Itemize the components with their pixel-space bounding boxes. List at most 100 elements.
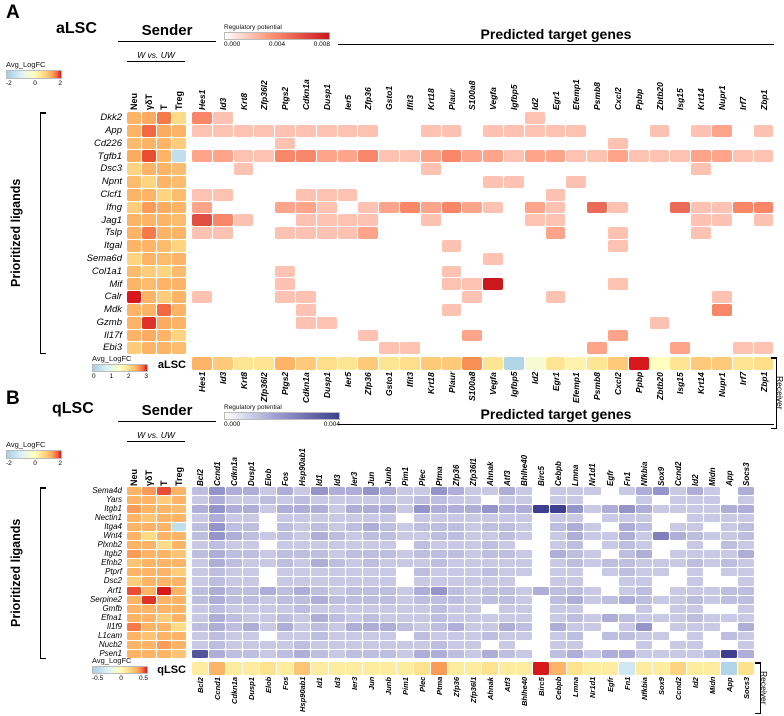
target-cell	[337, 227, 358, 239]
sender-cell	[157, 175, 171, 188]
legend-tick: -0.5	[92, 675, 104, 682]
target-cell	[209, 595, 226, 604]
target-cell	[550, 505, 567, 514]
target-cell	[277, 631, 294, 640]
target-cell	[379, 568, 396, 577]
target-cell	[295, 278, 316, 291]
target-cell	[420, 316, 441, 329]
target-cell	[499, 541, 516, 550]
receiver-cell	[670, 357, 691, 370]
target-cell	[430, 649, 447, 658]
sender-cell	[172, 329, 186, 342]
target-cell	[732, 112, 753, 124]
target-cell	[635, 577, 652, 586]
target-cell	[379, 137, 399, 150]
target-gene-label: Krt18	[425, 88, 436, 110]
target-cell	[311, 505, 328, 514]
target-cell	[379, 150, 399, 163]
target-cell	[192, 640, 209, 649]
receiver-logfc-gradient	[92, 666, 148, 674]
target-cell	[328, 559, 345, 568]
target-cell	[503, 265, 524, 278]
target-cell	[295, 227, 316, 239]
target-cell	[328, 586, 345, 595]
target-cell	[703, 604, 720, 613]
target-cell	[566, 137, 587, 150]
target-cell	[294, 523, 311, 532]
target-cell	[362, 577, 379, 586]
target-cell	[420, 252, 441, 265]
target-cell	[669, 487, 686, 496]
target-cell	[430, 496, 447, 505]
target-cell	[499, 577, 516, 586]
sender-cell	[172, 640, 186, 649]
target-cell	[720, 505, 737, 514]
target-cell	[362, 505, 379, 514]
target-cell	[260, 505, 277, 514]
target-cell	[233, 278, 254, 291]
target-cell	[738, 514, 755, 523]
sender-logfc-legend-title: Avg_LogFC	[6, 440, 46, 449]
target-cell	[587, 188, 607, 201]
sender-cell	[127, 586, 141, 595]
target-cell	[503, 342, 524, 355]
receiver-cell	[358, 357, 379, 370]
target-cell	[703, 568, 720, 577]
target-cell	[584, 523, 601, 532]
target-cell	[628, 137, 649, 150]
target-cell	[420, 265, 441, 278]
target-cell	[618, 505, 635, 514]
target-cell	[441, 239, 462, 252]
target-cell	[462, 278, 483, 291]
target-cell	[233, 124, 254, 137]
receiver-cell	[447, 662, 464, 675]
target-cell	[294, 559, 311, 568]
target-cell	[753, 112, 774, 124]
target-cell	[447, 613, 464, 622]
target-cell	[233, 291, 254, 303]
target-cell	[587, 163, 607, 175]
target-cell	[738, 586, 755, 595]
target-cell	[720, 487, 737, 496]
target-cell	[316, 214, 337, 227]
receiver-cell	[209, 662, 226, 675]
receiver-heatmap-row-a	[192, 357, 774, 370]
target-cell	[587, 124, 607, 137]
target-cell	[524, 278, 545, 291]
target-cell	[499, 631, 516, 640]
target-cell	[275, 112, 295, 124]
receiver-cell	[499, 662, 516, 675]
target-cell	[686, 487, 703, 496]
target-cell	[635, 559, 652, 568]
target-cell	[499, 640, 516, 649]
sender-cell	[142, 613, 156, 622]
target-cell	[192, 163, 212, 175]
sender-cell	[127, 278, 141, 291]
target-cell	[358, 137, 379, 150]
target-cell	[524, 175, 545, 188]
target-cell	[550, 640, 567, 649]
target-cell	[669, 577, 686, 586]
target-cell	[499, 487, 516, 496]
receiver-cell	[362, 662, 379, 675]
target-cell	[503, 214, 524, 227]
sender-cell	[157, 316, 171, 329]
target-cell	[345, 532, 362, 541]
sender-cell	[172, 514, 186, 523]
target-gene-label: Nfkbia	[639, 461, 649, 486]
target-cell	[362, 640, 379, 649]
sender-cell	[127, 541, 141, 550]
target-cell	[294, 514, 311, 523]
target-cell	[711, 175, 732, 188]
target-gene-label: Krt8	[238, 92, 249, 110]
target-cell	[482, 613, 499, 622]
receiver-cell	[669, 662, 686, 675]
target-cell	[462, 316, 483, 329]
target-cell	[732, 124, 753, 137]
target-cell	[587, 291, 607, 303]
target-cell	[345, 550, 362, 559]
target-cell	[584, 487, 601, 496]
target-cell	[277, 613, 294, 622]
target-cell	[753, 278, 774, 291]
